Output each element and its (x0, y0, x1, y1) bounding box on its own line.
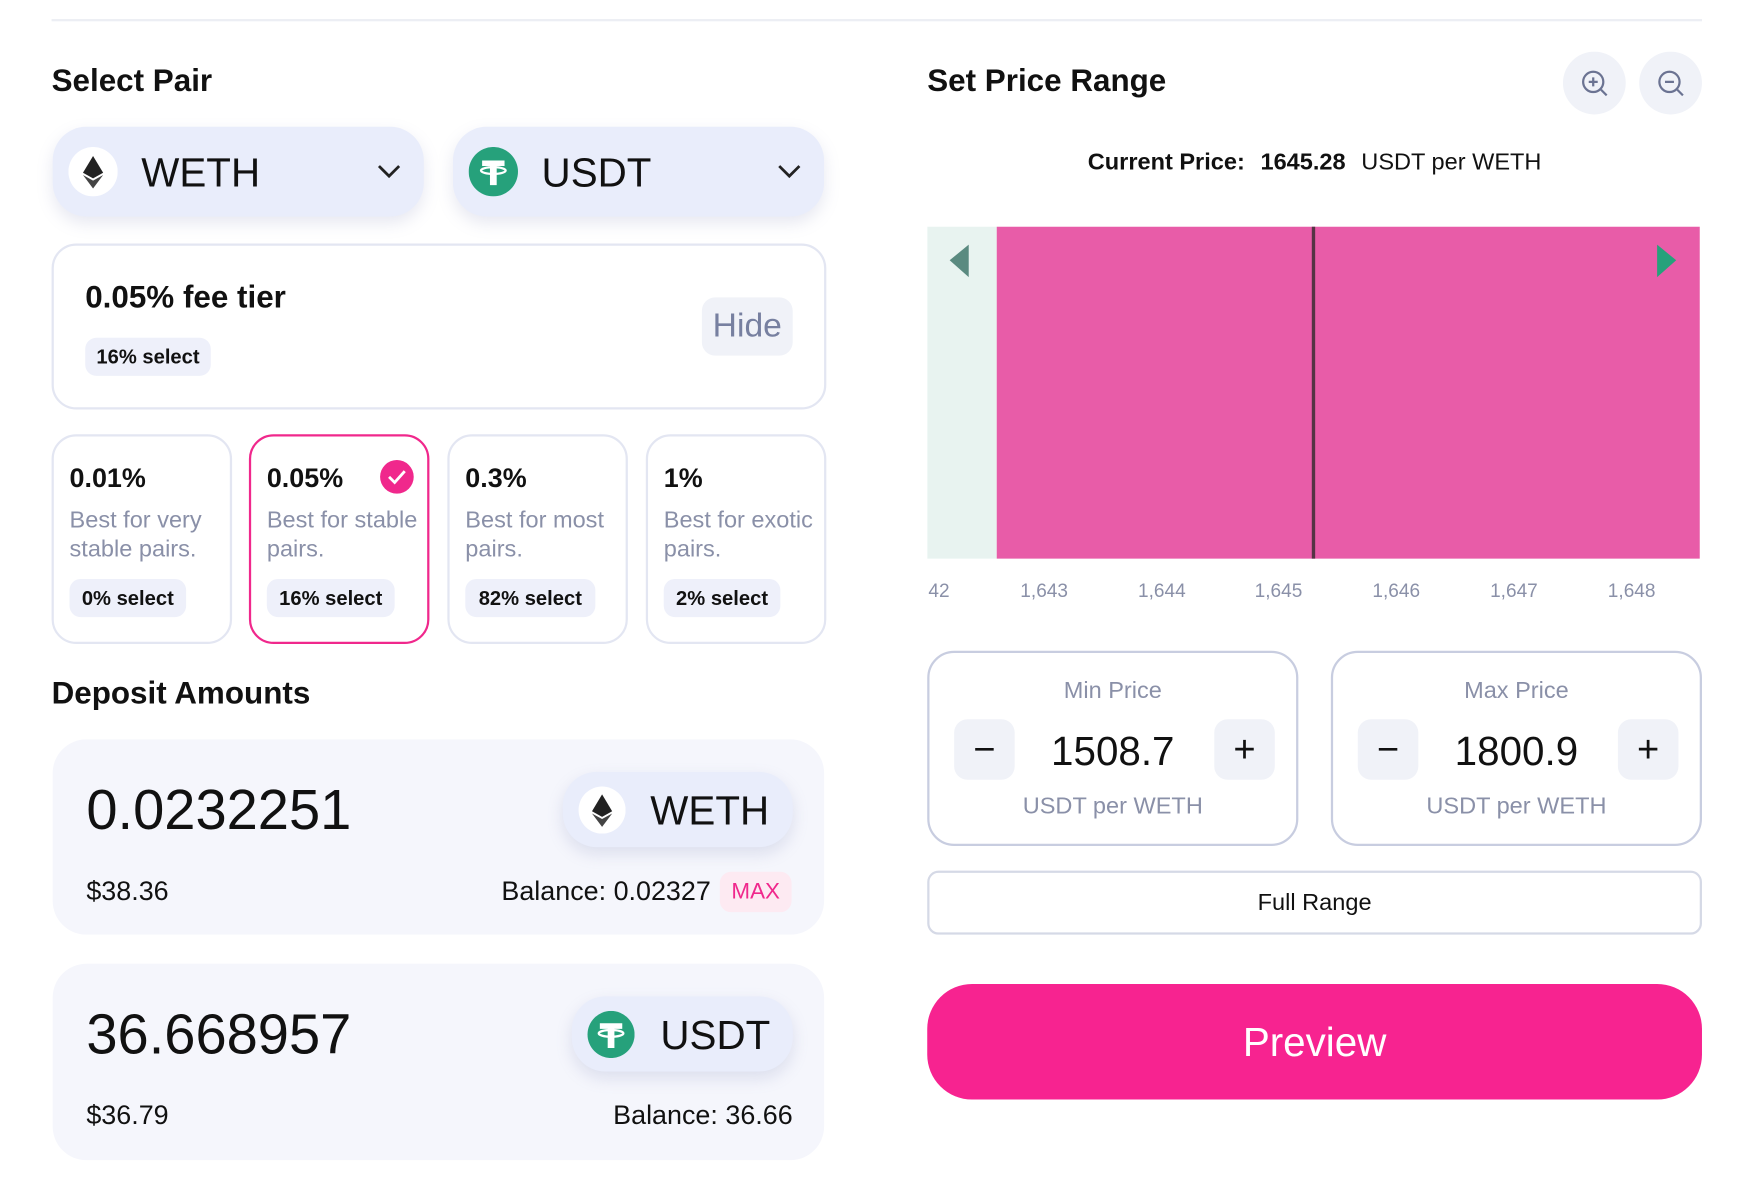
increment-button[interactable]: + (1214, 719, 1275, 780)
section-title: Deposit Amounts (51, 675, 311, 711)
amount: 36.668957 (86, 1003, 352, 1066)
badge: 16% select (266, 578, 395, 618)
token-name: WETH (650, 787, 770, 834)
axis-label: 1,644 (1138, 580, 1186, 602)
fee-tier-card[interactable]: 0.3% Best for most pairs. 82% select (447, 434, 628, 645)
fee: 0.3% (465, 463, 527, 494)
hide-button[interactable]: Hide (701, 297, 793, 356)
usd-value: $38.36 (86, 876, 169, 907)
eth-icon (68, 146, 118, 197)
label: Min Price (1063, 677, 1162, 704)
balance: Balance: 0.02327 (501, 876, 711, 907)
balance: Balance: 36.66 (613, 1100, 793, 1131)
axis-label: 1,643 (1020, 580, 1068, 602)
value: 1508.7 (1051, 728, 1175, 775)
fee: 1% (663, 463, 703, 494)
fee-desc: Best for very stable pairs. (69, 507, 202, 563)
token-name: WETH (141, 149, 261, 196)
token-pill: USDT (571, 996, 793, 1072)
axis-label: 42 (928, 580, 950, 602)
usd-value: $36.79 (86, 1100, 169, 1131)
token-name: USDT (541, 149, 652, 196)
min-price-box: Min Price − 1508.7 + USDT per WETH (927, 650, 1299, 846)
usdt-icon (587, 1010, 635, 1059)
decrement-button[interactable]: − (954, 719, 1015, 780)
fee: 0.05% (266, 463, 344, 494)
max-button[interactable]: MAX (719, 871, 792, 913)
deposit-input[interactable]: 0.0232251 WETH $38.36 Balance: 0.02327 M… (52, 739, 825, 935)
decrement-button[interactable]: − (1357, 719, 1419, 780)
axis-label: 1,646 (1372, 580, 1421, 602)
increment-button[interactable]: + (1617, 719, 1679, 780)
token-name: USDT (660, 1012, 771, 1059)
axis-label: 1,645 (1254, 580, 1303, 602)
fee-tier-card[interactable]: 0.01% Best for very stable pairs. 0% sel… (51, 434, 233, 645)
divider (51, 19, 1702, 22)
current-price: Current Price: 1645.28 USDT per WETH (927, 149, 1702, 176)
chevron (778, 165, 801, 179)
section-title: Set Price Range (927, 62, 1167, 98)
fee-tier-card[interactable]: 1% Best for exotic pairs. 2% select (645, 434, 827, 645)
fee-tier-label: 0.05% fee tier (85, 279, 286, 315)
preview-button[interactable]: Preview (927, 983, 1702, 1100)
badge: 82% select (465, 578, 596, 618)
fee-desc: Best for exotic pairs. (663, 507, 813, 563)
check-icon (380, 460, 414, 494)
badge: 0% select (69, 578, 187, 618)
value: 1800.9 (1454, 728, 1579, 775)
fee-desc: Best for most pairs. (465, 507, 604, 563)
unit: USDT per WETH (1361, 149, 1542, 176)
label: Max Price (1464, 677, 1569, 704)
badge: 16% select (85, 337, 211, 376)
token-pill: WETH (562, 771, 793, 848)
label: Current Price: (1087, 149, 1245, 176)
token-select[interactable]: WETH (52, 126, 424, 217)
deposit-input[interactable]: 36.668957 USDT $36.79 Balance: 36.66 (52, 963, 825, 1161)
zoom-buttons[interactable] (1562, 51, 1702, 115)
value: 1645.28 (1260, 149, 1346, 176)
axis-label: 1,647 (1490, 580, 1538, 602)
fee-tier-card[interactable]: 0.05% Best for stable pairs. 16% select (248, 434, 430, 645)
eth-icon (578, 786, 626, 834)
badge: 2% select (663, 578, 781, 618)
chevron (377, 165, 401, 179)
fee: 0.01% (69, 463, 146, 494)
token-select[interactable]: USDT (452, 126, 825, 217)
amount: 0.0232251 (86, 778, 352, 842)
fee-desc: Best for stable pairs. (266, 507, 418, 563)
section-title: Select Pair (51, 62, 213, 98)
unit: USDT per WETH (1426, 793, 1607, 820)
full-range-button[interactable]: Full Range (927, 870, 1702, 935)
unit: USDT per WETH (1022, 793, 1203, 820)
usdt-icon (468, 146, 518, 197)
range-chart[interactable] (927, 226, 1701, 559)
max-price-box: Max Price − 1800.9 + USDT per WETH (1330, 650, 1702, 846)
fee-summary: 0.05% fee tier 16% select Hide (51, 243, 827, 410)
axis-label: 1,648 (1607, 580, 1656, 602)
